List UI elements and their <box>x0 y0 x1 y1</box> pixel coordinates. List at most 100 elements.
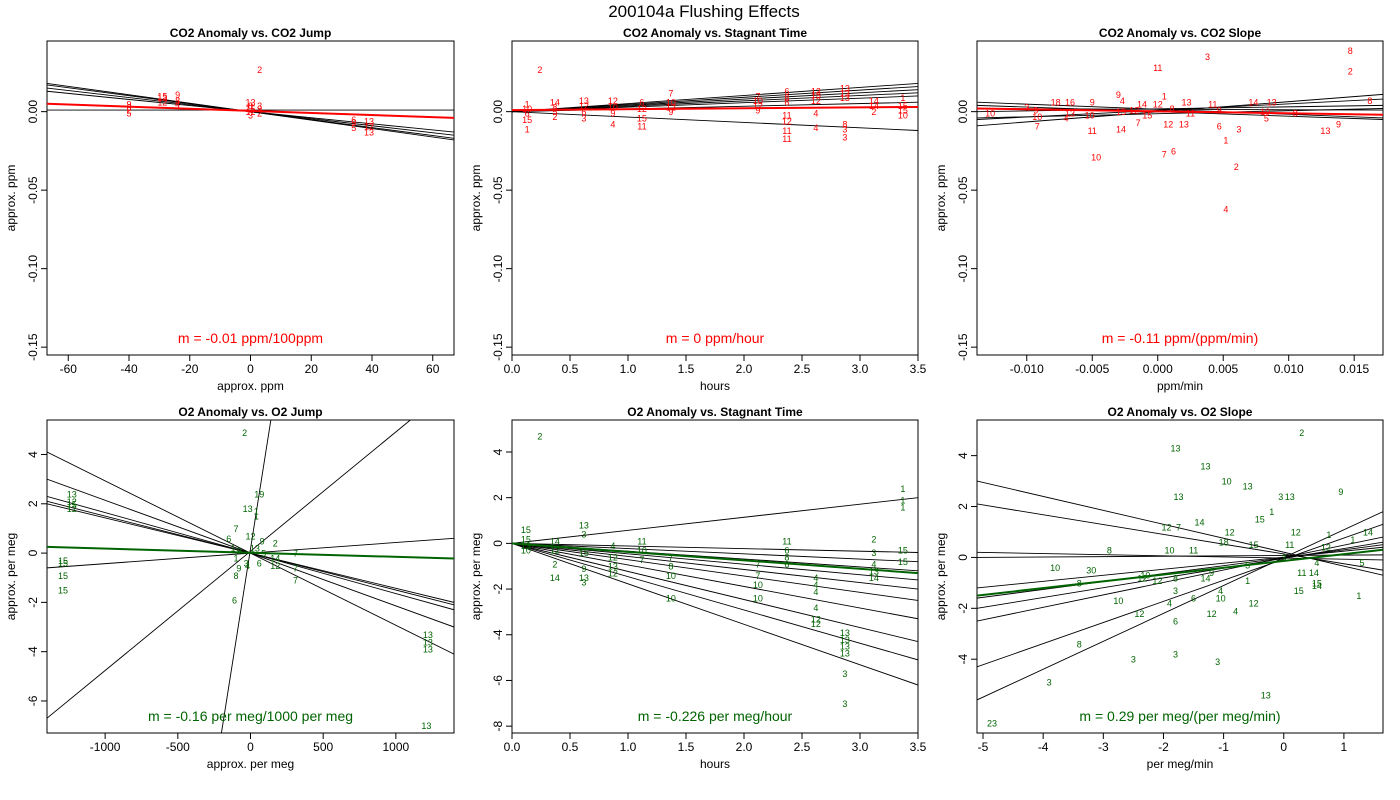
panel-title: CO2 Anomaly vs. CO2 Jump <box>170 26 332 40</box>
point-label: 4 <box>1223 204 1228 214</box>
point-label: 16 <box>1065 98 1075 108</box>
mean-fit-line <box>47 102 454 119</box>
point-label: 9 <box>1338 487 1343 497</box>
point-label: 10 <box>985 109 995 119</box>
point-label: 12 <box>637 104 647 114</box>
point-label: 12 <box>1161 522 1171 532</box>
point-label: 13 <box>67 489 77 499</box>
x-tick-label: 1.0 <box>620 740 637 754</box>
x-tick-label: 500 <box>313 740 333 754</box>
point-label: 7 <box>1035 121 1040 131</box>
point-label: 1 <box>525 124 530 134</box>
point-label: 8 <box>552 102 557 112</box>
point-label: 1 <box>900 502 905 512</box>
point-label: 14 <box>869 101 879 111</box>
point-label: 9 <box>236 546 241 556</box>
panel-title: O2 Anomaly vs. Stagnant Time <box>627 405 803 419</box>
point-label: 3 <box>1215 657 1220 667</box>
point-label: 15 <box>58 571 68 581</box>
point-label: 14 <box>1137 99 1147 109</box>
point-label: 13 <box>1243 482 1253 492</box>
point-label: 12 <box>1163 120 1173 130</box>
point-label: 7 <box>1162 150 1167 160</box>
point-label: 13 <box>579 573 589 583</box>
mean-fit-line <box>512 105 918 112</box>
point-label: 15 <box>637 113 647 123</box>
x-tick-label: 1000 <box>383 740 410 754</box>
y-tick-label: 4 <box>956 452 970 459</box>
y-tick-label: -0.10 <box>956 255 970 283</box>
point-label: 15 <box>522 115 532 125</box>
point-label: 8 <box>1348 46 1353 56</box>
point-label: 2 <box>1299 428 1304 438</box>
x-tick-label: 2.0 <box>736 740 753 754</box>
point-label: 12 <box>1225 527 1235 537</box>
point-label: 14 <box>550 98 560 108</box>
point-label: 12 <box>811 96 821 106</box>
x-tick-label: 3.0 <box>852 740 869 754</box>
x-tick-label: -40 <box>120 362 138 376</box>
point-label: 2 <box>257 65 262 75</box>
point-label: 5 <box>1245 561 1250 571</box>
x-tick-label: 2.5 <box>794 740 811 754</box>
x-tick-label: 0.015 <box>1339 362 1369 376</box>
panel-5: O2 Anomaly vs. Stagnant Time 0.0 0.5 1.0 1.5… <box>469 405 927 771</box>
point-label: 12 <box>364 121 374 131</box>
point-label: 14 <box>1248 98 1258 108</box>
point-label: 14 <box>270 554 280 564</box>
point-label: 6 <box>232 595 237 605</box>
point-label: 5 <box>1264 113 1269 123</box>
point-label: 6 <box>126 102 131 112</box>
point-label: 12 <box>811 614 821 624</box>
fit-line <box>977 511 1383 701</box>
point-label: 15 <box>898 106 908 116</box>
point-label: 9 <box>610 109 615 119</box>
figure-title: 200104a Flushing Effects <box>608 2 800 21</box>
point-label: 5 <box>1359 558 1364 568</box>
y-tick-label: -0.15 <box>491 333 505 361</box>
point-label: 8 <box>784 553 789 563</box>
point-label: 13 <box>423 630 433 640</box>
y-tick-label: 0.00 <box>956 100 970 124</box>
point-label: 9 <box>1116 90 1121 100</box>
fit-line <box>220 420 272 733</box>
point-label: 3 <box>244 558 249 568</box>
point-label: 8 <box>1293 109 1298 119</box>
point-label: 1 <box>525 99 530 109</box>
point-label: 8 <box>1170 104 1175 114</box>
point-label: 10 <box>1140 571 1150 581</box>
point-label: 10 <box>1260 107 1270 117</box>
point-label: 10 <box>521 546 531 556</box>
y-tick-label: 0 <box>26 549 40 556</box>
y-tick-label: 4 <box>26 451 40 458</box>
panel-2: CO2 Anomaly vs. Stagnant Time 0.0 0.5 1.0 1.… <box>469 26 927 393</box>
point-label: 15 <box>1294 586 1304 596</box>
x-tick-label: 60 <box>426 362 440 376</box>
point-label: 15 <box>1142 110 1152 120</box>
y-tick-label: -0.10 <box>491 255 505 283</box>
point-label: 14 <box>1363 527 1373 537</box>
y-tick-label: 4 <box>491 448 505 455</box>
point-label: 9 <box>1217 106 1222 116</box>
point-label: 15 <box>58 558 68 568</box>
y-tick-label: 2 <box>491 494 505 501</box>
x-tick-label: 0.5 <box>562 740 579 754</box>
point-label: 14 <box>1116 124 1126 134</box>
y-tick-label: 0.00 <box>491 100 505 124</box>
x-tick-label: 40 <box>365 362 379 376</box>
point-label: 7 <box>668 88 673 98</box>
slope-annotation: m = -0.01 ppm/100ppm <box>178 330 323 346</box>
y-axis-label: approx. per meg <box>469 533 483 620</box>
point-label: 15 <box>58 556 68 566</box>
y-axis-label: approx. ppm <box>469 165 483 232</box>
point-label: 13 <box>811 90 821 100</box>
point-label: 15 <box>157 91 167 101</box>
point-label: 8 <box>1173 573 1178 583</box>
point-label: 2 <box>537 65 542 75</box>
y-tick-label: -0.15 <box>26 333 40 361</box>
point-label: 11 <box>1189 545 1198 555</box>
point-label: 7 <box>755 571 760 581</box>
point-label: 4 <box>813 123 818 133</box>
y-tick-label: 2 <box>956 503 970 510</box>
